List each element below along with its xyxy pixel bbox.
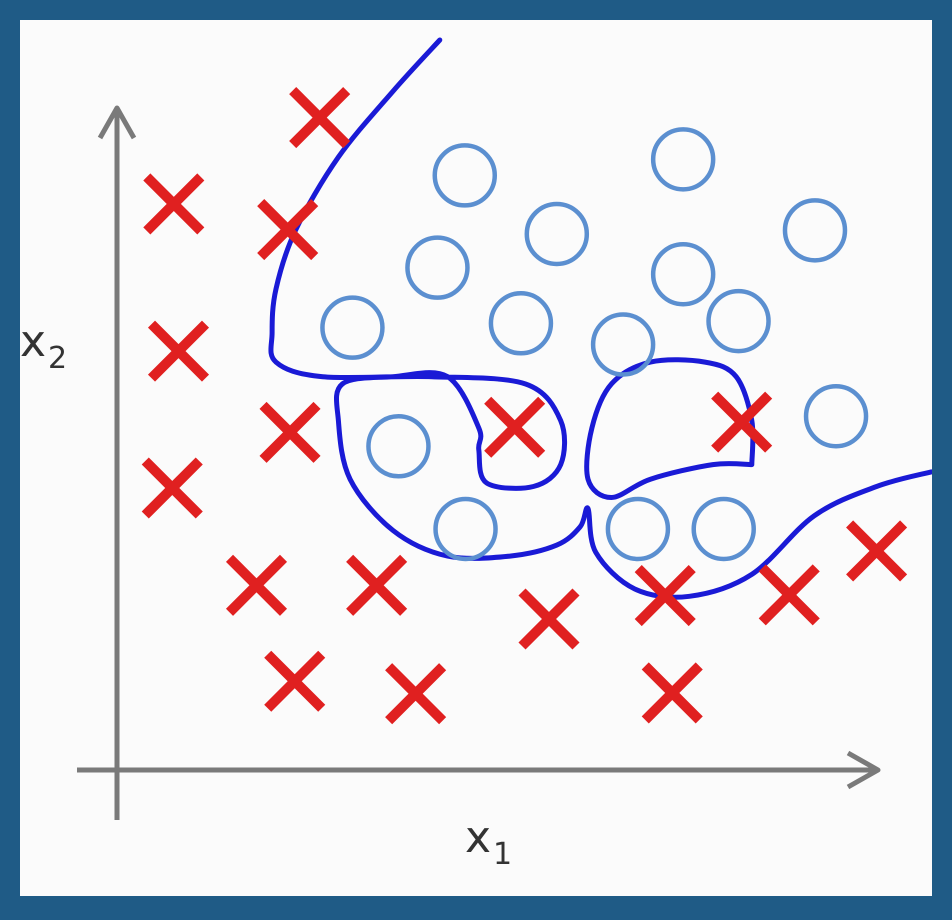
x-marker-stroke — [259, 401, 321, 463]
positive-point-4 — [782, 198, 848, 263]
x-marker-stroke — [641, 662, 703, 724]
positive-point-9 — [590, 312, 656, 377]
x-marker-stroke — [346, 554, 408, 616]
negative-point-1 — [289, 87, 351, 149]
scatter-plot — [77, 37, 932, 820]
x-axis-label-main: x — [465, 812, 492, 863]
negative-point-11 — [484, 396, 546, 458]
negative-point-17 — [641, 662, 703, 724]
x-marker-stroke — [147, 320, 210, 382]
negative-point-16 — [846, 520, 908, 582]
y-axis-label-main: x — [20, 316, 47, 367]
negative-point-5 — [259, 401, 321, 463]
x-marker-stroke — [518, 588, 580, 650]
x-marker-stroke — [143, 173, 205, 235]
positive-point-13 — [433, 496, 498, 562]
x-marker-stroke — [846, 520, 908, 582]
negative-point-2 — [143, 173, 205, 235]
positive-point-10 — [706, 288, 771, 354]
negative-point-6 — [141, 457, 203, 519]
positive-point-5 — [405, 235, 470, 300]
x-marker-stroke — [264, 650, 326, 712]
x-marker-stroke — [289, 87, 351, 149]
data-points — [141, 87, 908, 725]
negative-point-3 — [257, 199, 319, 261]
x-marker-stroke — [257, 199, 319, 261]
x-marker-stroke — [225, 554, 288, 616]
x-marker-stroke — [711, 391, 773, 453]
decision-boundary-group — [268, 37, 932, 600]
positive-point-12 — [803, 383, 869, 449]
axes — [77, 105, 881, 820]
x-marker-stroke — [634, 565, 696, 627]
positive-point-14 — [605, 496, 671, 562]
negative-point-8 — [346, 554, 408, 616]
positive-point-15 — [691, 496, 756, 562]
positive-point-3 — [524, 201, 590, 267]
x-marker-stroke — [385, 663, 447, 725]
negative-point-10 — [385, 663, 447, 725]
negative-point-13 — [518, 588, 580, 650]
decision-boundary-curve-1 — [268, 37, 932, 600]
x-axis-label-subscript: 1 — [493, 837, 513, 872]
positive-point-7 — [320, 295, 385, 360]
x-axis-arrowhead — [846, 750, 881, 790]
positive-point-1 — [432, 143, 498, 208]
positive-point-2 — [650, 127, 716, 192]
negative-point-9 — [264, 650, 326, 712]
decision-boundary-curve-2 — [584, 357, 756, 500]
x-marker-stroke — [758, 564, 820, 626]
negative-point-4 — [147, 320, 210, 382]
y-axis-arrowhead — [97, 105, 137, 140]
negative-point-15 — [758, 564, 820, 626]
x-axis-label: x1 — [465, 816, 512, 870]
chart-panel: x2 x1 — [20, 20, 932, 896]
positive-point-11 — [366, 414, 431, 479]
x-marker-stroke — [141, 457, 203, 519]
negative-point-14 — [634, 565, 696, 627]
positive-point-6 — [650, 241, 716, 307]
y-axis-label: x2 — [20, 320, 67, 374]
negative-point-12 — [711, 391, 773, 453]
negative-point-7 — [225, 554, 288, 616]
positive-point-8 — [488, 291, 554, 356]
y-axis-label-subscript: 2 — [48, 341, 68, 376]
x-marker-stroke — [484, 396, 546, 458]
